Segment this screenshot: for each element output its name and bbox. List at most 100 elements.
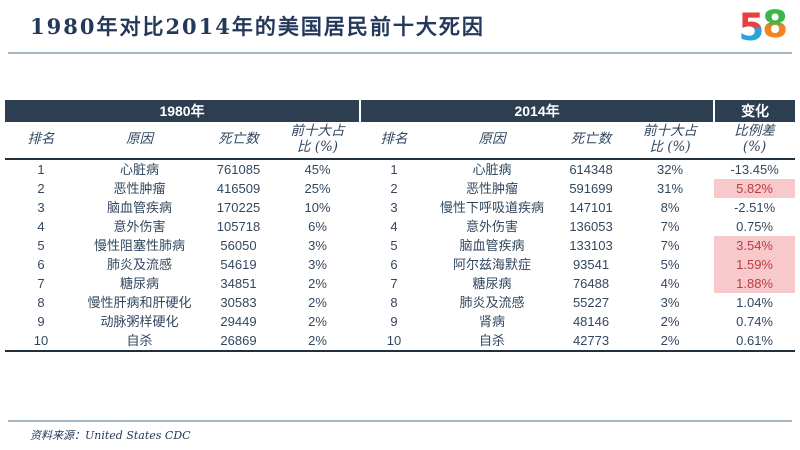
rank-1980-cell: 9 xyxy=(37,314,45,329)
rank-2014-cell: 1 xyxy=(390,162,398,177)
table-row: 3 脑血管疾病 170225 10% 3 慢性下呼吸道疾病 147101 8% … xyxy=(5,198,795,217)
share-2014-cell: 5% xyxy=(660,257,680,272)
logo-digit-5: 5 xyxy=(738,6,765,49)
deaths-1980-cell: 170225 xyxy=(216,200,261,215)
group-header-1980: 1980年 xyxy=(5,100,361,122)
table-row: 7 糖尿病 34851 2% 7 糖尿病 76488 4% 1.88% xyxy=(5,274,796,293)
table-row: 2 恶性肿瘤 416509 25% 2 恶性肿瘤 591699 31% 5.82… xyxy=(5,179,796,198)
deaths-2014-cell: 147101 xyxy=(569,200,613,215)
table-row: 8 慢性肝病和肝硬化 30583 2% 8 肺炎及流感 55227 3% 1.0… xyxy=(5,293,795,312)
cause-1980-cell: 慢性阻塞性肺病 xyxy=(93,238,185,253)
deaths-2014-cell: 42773 xyxy=(556,331,627,352)
group-header-2014: 2014年 xyxy=(359,100,715,122)
col-deaths-2014: 死亡数 xyxy=(556,122,627,160)
rank-1980-cell: 2 xyxy=(37,181,45,196)
rank-1980-cell: 7 xyxy=(37,276,45,291)
share-2014-cell: 32% xyxy=(657,162,684,177)
deaths-2014-cell: 93541 xyxy=(572,257,610,272)
rank-1980-cell: 10 xyxy=(5,331,77,352)
cause-2014-cell: 心脏病 xyxy=(472,162,512,177)
source-note: 资料来源：United States CDC xyxy=(30,427,191,443)
deaths-1980-cell: 26869 xyxy=(202,331,275,352)
col-diff: 比例差 (%) xyxy=(714,122,796,160)
deaths-1980-cell: 34851 xyxy=(220,276,257,291)
share-2014-cell: 31% xyxy=(657,181,684,196)
diff-cell: 1.59% xyxy=(714,255,796,274)
group-header-row: 1980年 2014年 变化 xyxy=(5,100,796,122)
rank-2014-cell: 9 xyxy=(390,314,398,329)
rank-2014-cell: 7 xyxy=(390,276,398,291)
table-row: 4 意外伤害 105718 6% 4 意外伤害 136053 7% 0.75% xyxy=(5,217,795,236)
deaths-1980-cell: 30583 xyxy=(220,295,257,310)
rank-1980-cell: 8 xyxy=(37,295,45,310)
rank-2014-cell: 4 xyxy=(390,219,398,234)
rank-1980-cell: 4 xyxy=(37,219,45,234)
source-label: 资料来源： xyxy=(30,429,85,442)
cause-2014-cell: 阿尔兹海默症 xyxy=(453,257,532,272)
cause-2014-cell: 肾病 xyxy=(479,314,506,329)
diff-cell: 1.04% xyxy=(736,295,773,310)
cause-2014-cell: 肺炎及流感 xyxy=(459,295,525,310)
table-row: 9 动脉粥样硬化 29449 2% 9 肾病 48146 2% 0.74% xyxy=(5,312,795,331)
col-share-2014: 前十大占比 (%) xyxy=(626,122,715,160)
rank-2014-cell: 8 xyxy=(390,295,398,310)
share-2014-cell: 8% xyxy=(660,200,680,215)
deaths-1980-cell: 105718 xyxy=(216,219,261,234)
table-row: 6 肺炎及流感 54619 3% 6 阿尔兹海默症 93541 5% 1.59% xyxy=(5,255,796,274)
rank-1980-cell: 1 xyxy=(37,162,45,177)
cause-1980-cell: 慢性肝病和肝硬化 xyxy=(87,295,192,310)
share-1980-cell: 3% xyxy=(308,238,327,253)
deaths-1980-cell: 761085 xyxy=(216,162,261,177)
col-rank-1980: 排名 xyxy=(5,122,77,160)
share-1980-cell: 2% xyxy=(308,314,327,329)
share-1980-cell: 2% xyxy=(308,295,327,310)
col-cause-1980: 原因 xyxy=(77,122,202,160)
logo-58: 58 xyxy=(739,3,788,46)
share-2014-cell: 2% xyxy=(626,331,715,352)
share-2014-cell: 3% xyxy=(660,295,680,310)
rank-2014-cell: 5 xyxy=(390,238,398,253)
column-header-row: 排名 原因 死亡数 前十大占比 (%) 排名 原因 死亡数 前十大占比 (%) … xyxy=(5,122,796,160)
cause-1980-cell: 意外伤害 xyxy=(113,219,166,234)
share-2014-cell: 2% xyxy=(660,314,680,329)
rank-2014-cell: 3 xyxy=(390,200,398,215)
cause-1980-cell: 自杀 xyxy=(77,331,202,352)
group-header-change: 变化 xyxy=(713,100,796,122)
deaths-1980-cell: 416509 xyxy=(216,181,261,196)
diff-cell: -2.51% xyxy=(733,200,776,215)
rank-2014-cell: 10 xyxy=(360,331,429,352)
col-deaths-1980: 死亡数 xyxy=(202,122,275,160)
diff-cell: 3.54% xyxy=(714,236,796,255)
cause-1980-cell: 脑血管疾病 xyxy=(106,200,172,215)
rank-1980-cell: 6 xyxy=(37,257,45,272)
cause-2014-cell: 脑血管疾病 xyxy=(459,238,525,253)
share-2014-cell: 7% xyxy=(660,219,680,234)
cause-2014-cell: 慢性下呼吸道疾病 xyxy=(440,200,545,215)
footer-divider xyxy=(8,420,792,422)
table-row: 5 慢性阻塞性肺病 56050 3% 5 脑血管疾病 133103 7% 3.5… xyxy=(5,236,796,255)
logo-digit-8: 8 xyxy=(762,3,788,46)
table-row: 1 心脏病 761085 45% 1 心脏病 614348 32% -13.45… xyxy=(5,159,795,179)
share-1980-cell: 3% xyxy=(308,257,327,272)
page-title: 1980年对比2014年的美国居民前十大死因 xyxy=(30,14,485,39)
deaths-1980-cell: 56050 xyxy=(220,238,257,253)
deaths-2014-cell: 591699 xyxy=(569,181,613,196)
share-1980-cell: 6% xyxy=(308,219,327,234)
deaths-2014-cell: 55227 xyxy=(572,295,610,310)
death-causes-table: 1980年 2014年 变化 排名 原因 死亡数 前十大占比 (%) 排名 原因… xyxy=(5,100,796,352)
col-cause-2014: 原因 xyxy=(428,122,557,160)
share-1980-cell: 10% xyxy=(304,200,331,215)
cause-2014-cell: 意外伤害 xyxy=(466,219,519,234)
deaths-2014-cell: 48146 xyxy=(572,314,610,329)
source-value: United States CDC xyxy=(85,429,191,442)
share-1980-cell: 2% xyxy=(308,276,327,291)
cause-1980-cell: 糖尿病 xyxy=(119,276,159,291)
title-underline xyxy=(8,52,792,54)
cause-2014-cell: 自杀 xyxy=(428,331,557,352)
share-1980-cell: 45% xyxy=(304,162,331,177)
share-1980-cell: 25% xyxy=(304,181,331,196)
deaths-2014-cell: 136053 xyxy=(569,219,613,234)
cause-1980-cell: 恶性肿瘤 xyxy=(113,181,166,196)
diff-cell: -13.45% xyxy=(730,162,779,177)
